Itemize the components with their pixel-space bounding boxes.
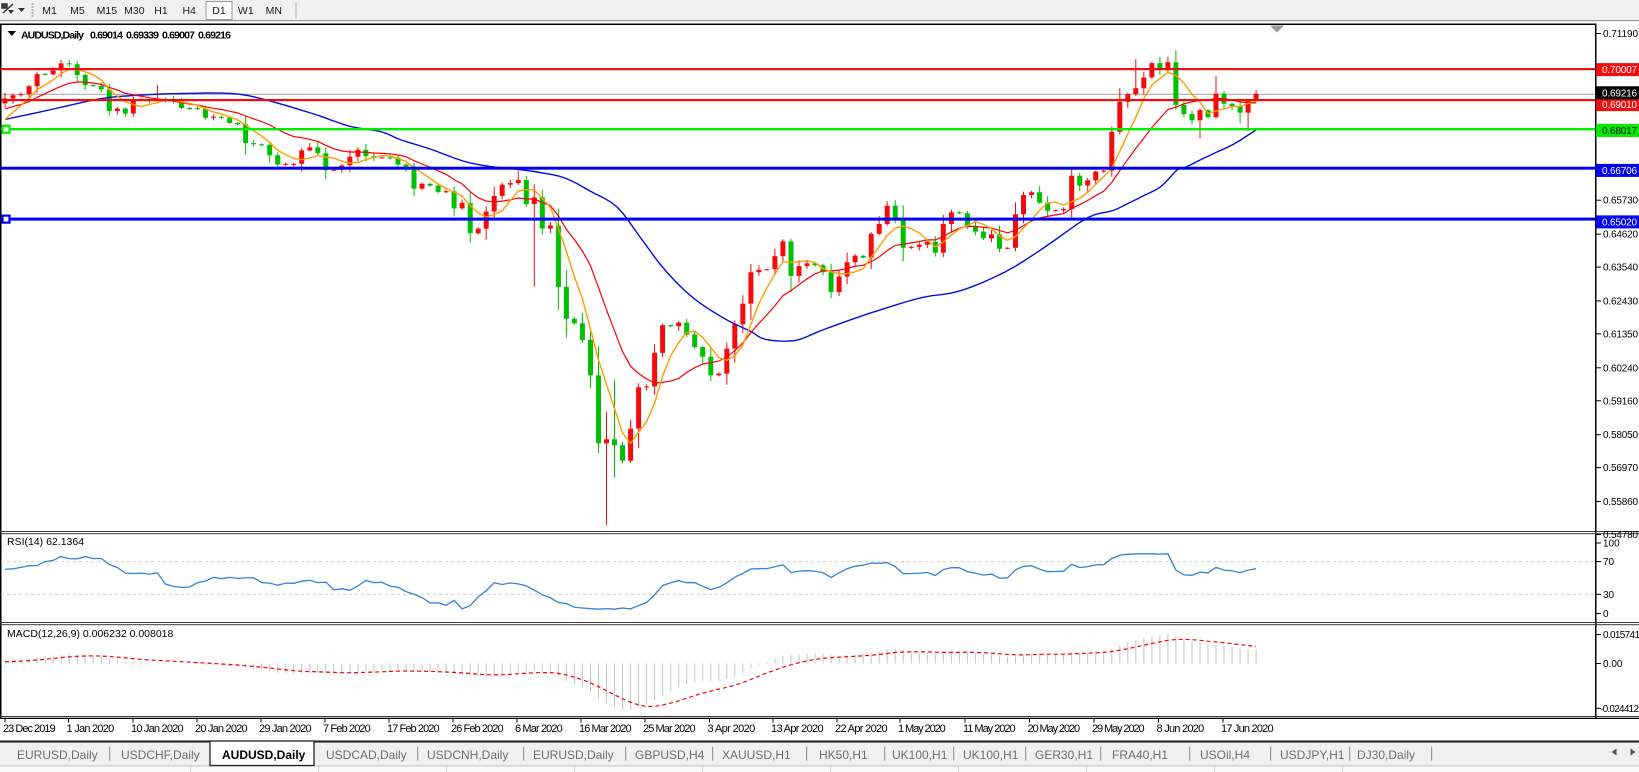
svg-text:29 Jan 2020: 29 Jan 2020 [259,723,312,735]
svg-text:0.00: 0.00 [1603,659,1623,670]
svg-text:16 Mar 2020: 16 Mar 2020 [579,723,632,735]
svg-text:0.69216: 0.69216 [1602,88,1637,99]
svg-text:10 Jan 2020: 10 Jan 2020 [131,723,184,735]
svg-text:17 Feb 2020: 17 Feb 2020 [387,723,440,735]
svg-text:0.60240: 0.60240 [1603,363,1638,374]
svg-text:UK100,H1: UK100,H1 [892,748,948,762]
svg-text:0.55860: 0.55860 [1603,497,1638,508]
svg-text:13 Apr 2020: 13 Apr 2020 [771,723,824,735]
svg-text:22 Apr 2020: 22 Apr 2020 [835,723,888,735]
svg-text:AUDUSD,Daily: AUDUSD,Daily [222,748,306,762]
svg-text:EURUSD,Daily: EURUSD,Daily [533,748,614,762]
svg-text:23 Dec 2019: 23 Dec 2019 [3,723,56,735]
svg-text:8 Jun 2020: 8 Jun 2020 [1157,723,1205,735]
svg-text:RSI(14) 62.1364: RSI(14) 62.1364 [7,536,84,548]
svg-text:0.56970: 0.56970 [1603,463,1638,474]
svg-text:UK100,H1: UK100,H1 [963,748,1019,762]
svg-text:70: 70 [1603,557,1615,568]
svg-text:XAUUSD,H1: XAUUSD,H1 [722,748,791,762]
svg-text:0.63540: 0.63540 [1603,263,1638,274]
svg-text:26 Feb 2020: 26 Feb 2020 [451,723,504,735]
svg-text:0.71190: 0.71190 [1603,29,1638,40]
svg-text:EURUSD,Daily: EURUSD,Daily [17,748,98,762]
svg-text:USDCNH,Daily: USDCNH,Daily [427,748,508,762]
svg-text:25 Mar 2020: 25 Mar 2020 [643,723,696,735]
svg-text:0.69216: 0.69216 [198,30,231,42]
svg-text:0.69010: 0.69010 [1602,100,1637,111]
svg-text:HK50,H1: HK50,H1 [819,748,868,762]
svg-text:DJ30,Daily: DJ30,Daily [1357,748,1415,762]
svg-text:30: 30 [1603,590,1615,601]
svg-text:AUDUSD,Daily: AUDUSD,Daily [21,30,84,42]
svg-text:M30: M30 [124,5,145,17]
svg-text:7 Feb 2020: 7 Feb 2020 [323,723,371,735]
svg-text:M15: M15 [97,5,118,17]
svg-text:0.65020: 0.65020 [1602,217,1637,228]
svg-text:0.69007: 0.69007 [162,30,195,42]
svg-text:FRA40,H1: FRA40,H1 [1112,748,1168,762]
svg-text:0.66706: 0.66706 [1602,166,1637,177]
svg-text:100: 100 [1603,539,1620,550]
svg-text:M1: M1 [42,5,57,17]
svg-text:0.64620: 0.64620 [1603,230,1638,241]
svg-text:1 May 2020: 1 May 2020 [898,723,946,735]
svg-text:6 Mar 2020: 6 Mar 2020 [515,723,563,735]
svg-text:GBPUSD,H4: GBPUSD,H4 [635,748,705,762]
svg-text:0.65730: 0.65730 [1603,196,1638,207]
svg-text:-0.024412: -0.024412 [1600,704,1639,715]
svg-text:20 Jan 2020: 20 Jan 2020 [195,723,248,735]
svg-text:0.62430: 0.62430 [1603,296,1638,307]
svg-text:USDJPY,H1: USDJPY,H1 [1280,748,1345,762]
svg-text:MACD(12,26,9) 0.006232 0.00801: MACD(12,26,9) 0.006232 0.008018 [7,628,174,640]
svg-text:D1: D1 [212,5,226,17]
svg-text:USDCAD,Daily: USDCAD,Daily [326,748,407,762]
svg-text:0: 0 [1603,609,1609,620]
svg-text:17 Jun 2020: 17 Jun 2020 [1221,723,1274,735]
svg-text:0.59160: 0.59160 [1603,396,1638,407]
svg-text:MN: MN [266,5,282,17]
svg-text:USOil,H4: USOil,H4 [1200,748,1250,762]
svg-text:0.58050: 0.58050 [1603,430,1638,441]
svg-text:11 May 2020: 11 May 2020 [963,723,1016,735]
svg-text:20 May 2020: 20 May 2020 [1028,723,1081,735]
svg-text:GER30,H1: GER30,H1 [1035,748,1093,762]
svg-text:1 Jan 2020: 1 Jan 2020 [67,723,115,735]
svg-text:0.68017: 0.68017 [1602,126,1637,137]
svg-text:W1: W1 [238,5,254,17]
svg-text:0.70007: 0.70007 [1602,65,1637,76]
svg-text:0.015741: 0.015741 [1603,630,1639,641]
svg-text:3 Apr 2020: 3 Apr 2020 [708,723,756,735]
svg-text:M5: M5 [70,5,85,17]
svg-text:0.69339: 0.69339 [126,30,159,42]
svg-text:0.54780: 0.54780 [1603,530,1638,541]
svg-text:USDCHF,Daily: USDCHF,Daily [121,748,200,762]
svg-text:29 May 2020: 29 May 2020 [1092,723,1145,735]
svg-text:0.69014: 0.69014 [90,30,123,42]
svg-text:H1: H1 [154,5,168,17]
svg-text:H4: H4 [182,5,196,17]
svg-text:0.61350: 0.61350 [1603,329,1638,340]
